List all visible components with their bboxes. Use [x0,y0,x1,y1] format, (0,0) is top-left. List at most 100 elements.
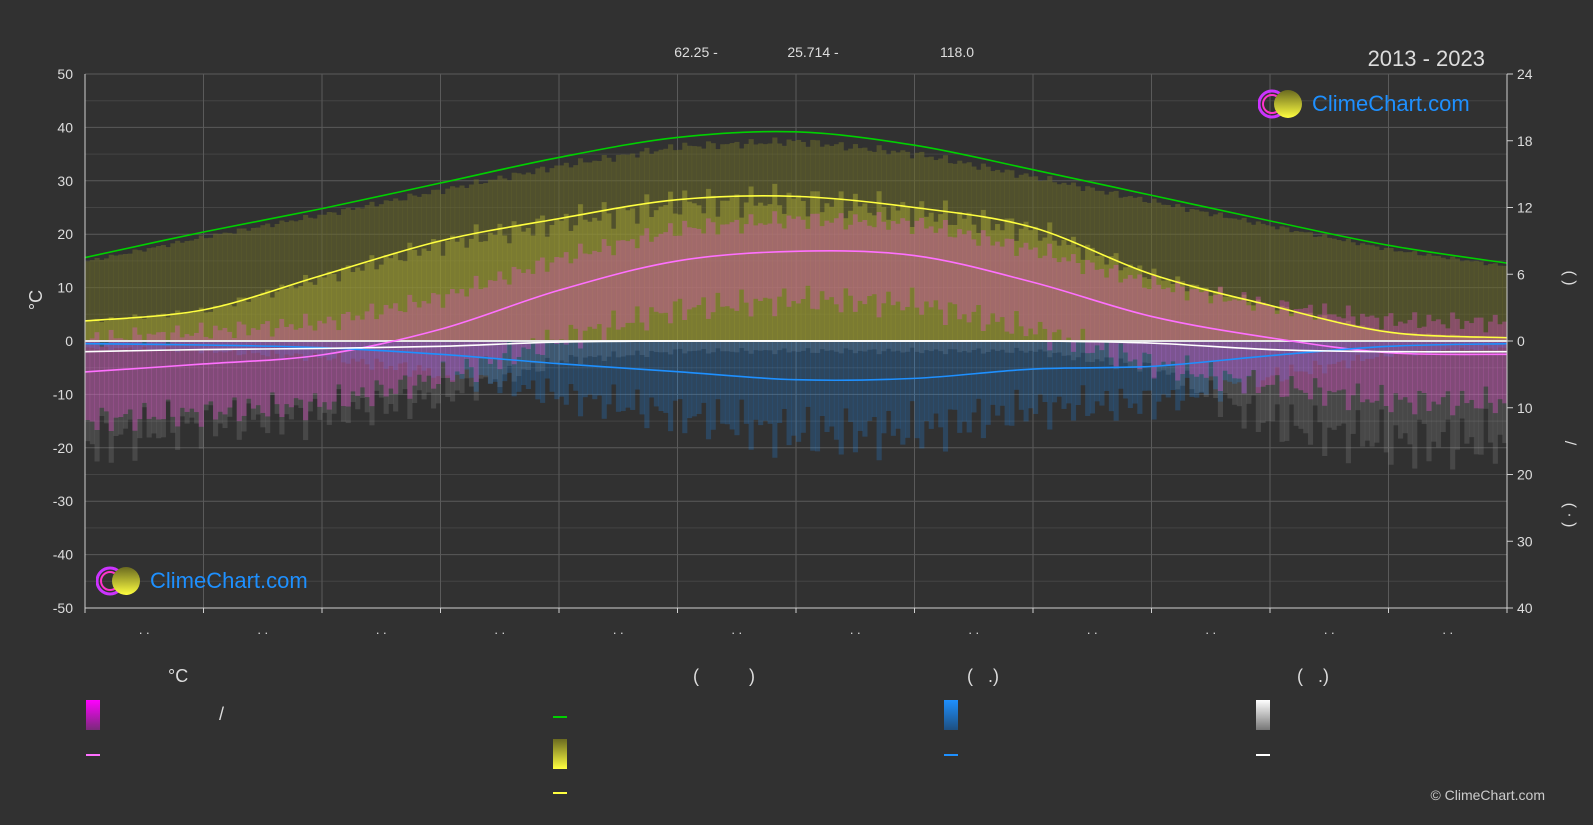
temp-range-band [250,328,257,409]
temp-range-band [919,217,925,315]
temp-range-band [1450,312,1456,416]
sunshine-band [1255,299,1261,341]
snow-band [701,341,707,349]
sunshine-band [1379,331,1385,341]
temp-range-band [966,230,972,323]
snow-band [625,341,631,356]
precip-band [1303,341,1309,372]
snow-band [857,341,863,351]
sunshine-band [118,318,124,341]
temp-range-band [1388,313,1394,413]
temp-range-band [1023,242,1029,337]
daylight-band [170,243,176,341]
daylight-band [293,221,299,341]
snow-band [1222,341,1228,394]
snow-band [265,341,271,434]
snow-band [1004,341,1010,353]
precip-band [525,341,531,390]
snow-band [587,341,593,357]
sunshine-band [957,211,963,341]
precip-band [1251,341,1257,371]
temp-range-band [483,287,489,357]
snow-band [1151,341,1157,378]
precip-band [606,341,612,405]
sunshine-band [767,204,773,341]
snow-band [1241,341,1247,429]
snow-band [1194,341,1200,394]
daylight-band [127,253,133,341]
logo-bottom[interactable]: ClimeChart.com [96,565,308,597]
daylight-band [1118,197,1124,341]
precip-band [810,341,816,451]
precip-band [1236,341,1242,383]
temp-range-band [1217,286,1223,392]
precip-band [1426,341,1432,354]
precip-band [549,341,555,392]
snow-band [426,341,432,393]
snow-band [1260,341,1266,423]
temp-range-band [1123,278,1129,353]
precip-band [255,341,261,353]
snow-band [1170,341,1176,373]
temp-range-band [1151,275,1157,379]
sunshine-band [1189,284,1195,341]
sunshine-band [1393,333,1399,341]
snow-band [1431,341,1437,442]
precip-band [762,341,768,421]
snow-band [317,341,323,420]
snow-band [1142,341,1148,363]
snow-band [554,341,560,364]
snow-band [1056,341,1062,353]
snow-band [464,341,470,379]
precip-band [497,341,503,394]
temp-range-band [1360,313,1366,403]
snow-band [1123,341,1129,363]
logo-top[interactable]: ClimeChart.com [1258,88,1470,120]
snow-band [933,341,939,350]
precip-band [1208,341,1214,377]
snow-band [355,341,361,410]
sunshine-band [1151,268,1157,341]
precip-band [596,341,603,396]
temp-range-band [620,240,626,328]
legend-sunshine-mean-swatch [553,792,567,794]
temp-range-band [369,303,375,407]
temp-range-band [668,223,674,324]
daylight-band [1331,238,1337,341]
snow-band [331,341,337,414]
sunshine-band [833,199,840,341]
precip-band [743,341,749,424]
precip-band [838,341,844,455]
legend-temp-mean-swatch [86,754,100,756]
snow-band [1416,341,1423,420]
snow-band [478,341,484,379]
precip-band [1388,341,1394,357]
temp-range-band [1435,319,1442,405]
sunshine-band [568,230,574,341]
precip-band [1450,341,1456,354]
snow-band [1407,341,1413,445]
snow-band [952,341,958,350]
daylight-band [1227,218,1233,341]
precip-band [587,341,593,395]
sunshine-band [1464,335,1470,341]
sunshine-band [1014,240,1020,341]
temp-range-band [1156,284,1162,367]
temp-range-band [345,311,351,407]
month-label: . . [376,622,387,637]
right-tick-label: 30 [1517,533,1533,549]
temp-range-band [1364,316,1370,400]
precip-band [1279,341,1285,382]
sunshine-band [748,186,754,341]
precip-band [492,341,498,382]
snow-band [767,341,773,351]
sunshine-band [582,219,588,341]
daylight-band [94,257,100,341]
precip-band [1298,341,1304,372]
right-tick-label: 10 [1517,400,1533,416]
precip-line [85,342,1507,382]
temp-range-band [336,330,342,385]
sunshine-band [1108,256,1114,341]
sunshine-band [89,320,95,341]
snow-band [1236,341,1242,407]
